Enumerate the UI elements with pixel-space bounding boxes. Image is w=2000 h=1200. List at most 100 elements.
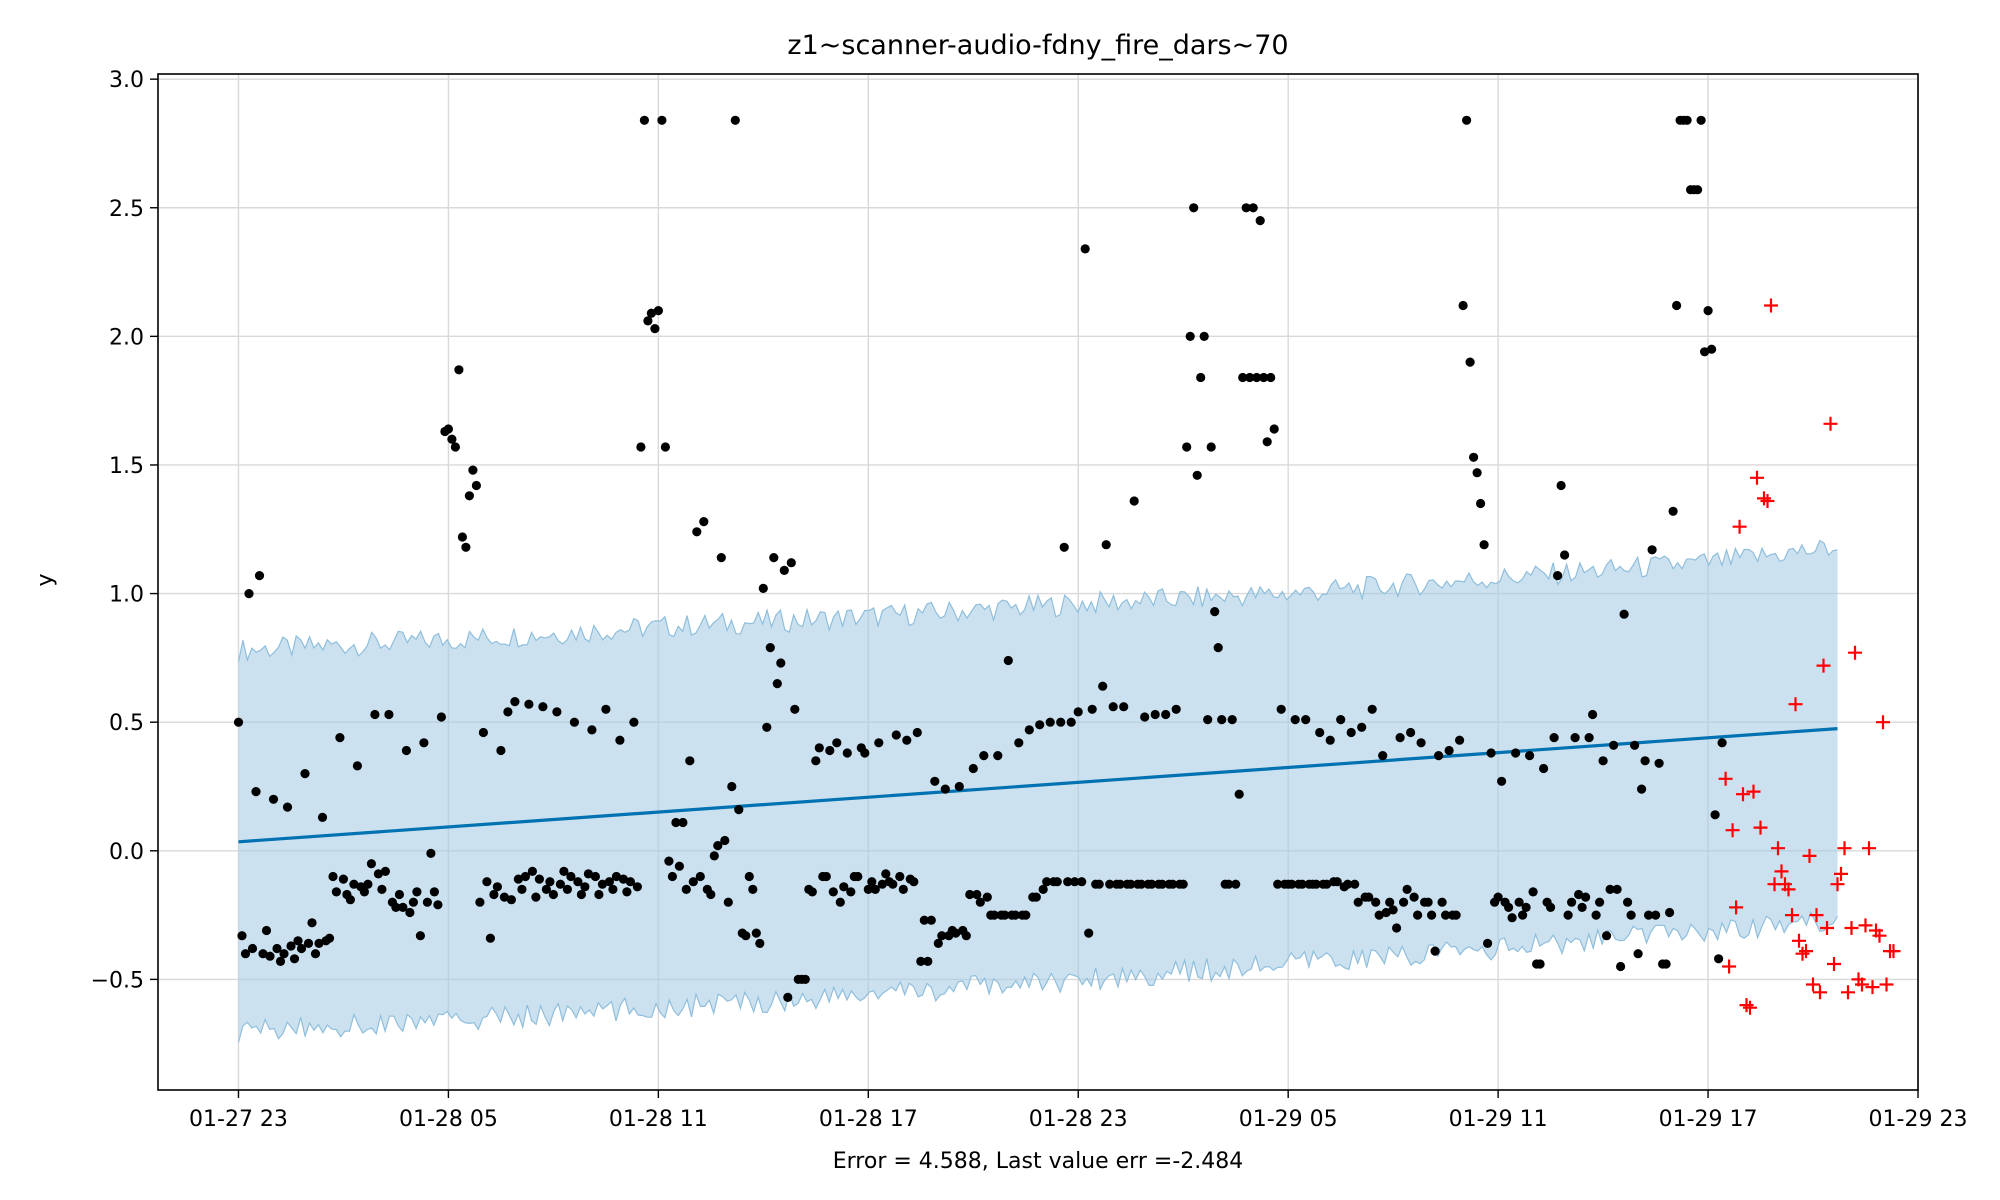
observed-point: [835, 897, 845, 907]
observed-point: [800, 974, 810, 985]
x-tick-label: 01-29 17: [1659, 1107, 1758, 1132]
future-point: [1879, 977, 1894, 992]
observed-point: [254, 571, 265, 581]
observed-point: [1098, 681, 1108, 691]
observed-point: [545, 877, 555, 887]
observed-point: [513, 874, 524, 884]
observed-point: [1546, 902, 1556, 913]
observed-point: [1262, 437, 1272, 447]
observed-point: [1385, 897, 1395, 907]
band-upper-edge: [237, 539, 1838, 663]
observed-point: [772, 679, 782, 689]
future-point: [1795, 946, 1810, 961]
observed-point: [734, 805, 744, 815]
observed-point: [1595, 897, 1605, 907]
observed-point: [954, 781, 964, 792]
observed-point: [699, 517, 709, 527]
observed-point: [1301, 715, 1311, 725]
x-tick-label: 01-28 11: [609, 1107, 708, 1132]
observed-point: [1343, 879, 1353, 889]
y-axis-ticks: −0.5 0.0 0.5 1.0 1.5 2.0 2.5 3.0: [91, 68, 158, 993]
observed-point: [1031, 892, 1041, 902]
observed-point: [244, 589, 254, 599]
observed-point: [1486, 748, 1496, 758]
observed-point: [1465, 357, 1475, 367]
observed-point: [324, 933, 335, 943]
observed-point: [1458, 300, 1468, 311]
observed-point: [653, 306, 664, 316]
observed-point: [1619, 609, 1629, 619]
observed-point: [1581, 892, 1591, 902]
observed-point: [1213, 643, 1223, 653]
future-point: [1771, 841, 1785, 856]
future-point: [1785, 908, 1799, 923]
observed-point: [1252, 372, 1262, 383]
observed-point: [632, 882, 643, 892]
future-point: [1739, 998, 1754, 1013]
future-point: [1862, 841, 1876, 856]
future-point: [1820, 921, 1834, 935]
observed-point: [482, 877, 492, 887]
observed-point: [1483, 938, 1493, 949]
future-point: [1855, 977, 1869, 992]
observed-point: [1563, 910, 1573, 920]
observed-point: [370, 709, 380, 720]
observed-point: [520, 871, 531, 882]
observed-point: [1567, 897, 1577, 907]
observed-point: [1227, 715, 1237, 725]
observed-point: [1248, 203, 1258, 213]
observed-point: [625, 877, 636, 887]
observed-point: [562, 884, 573, 895]
observed-point: [1245, 372, 1255, 383]
observed-point: [1392, 923, 1402, 933]
observed-point: [1560, 550, 1570, 560]
observed-point: [415, 931, 425, 941]
observed-point: [846, 887, 856, 897]
observed-point: [1171, 704, 1181, 714]
observed-point: [1507, 913, 1517, 923]
observed-point: [681, 884, 691, 895]
observed-point: [443, 424, 453, 434]
observed-point: [1266, 372, 1276, 383]
observed-point: [1084, 928, 1094, 938]
future-point: [1802, 848, 1817, 863]
observed-point: [468, 465, 478, 475]
observed-point: [268, 794, 279, 804]
observed-point: [1021, 910, 1031, 920]
observed-point: [1178, 879, 1188, 889]
x-tick-label: 01-27 23: [189, 1107, 288, 1132]
observed-point: [478, 727, 488, 738]
future-point: [1799, 944, 1813, 959]
observed-point: [1528, 887, 1538, 897]
observed-point: [706, 889, 716, 900]
observed-point: [1497, 776, 1507, 786]
band-lower-edge: [237, 910, 1839, 1043]
observed-point: [1101, 540, 1111, 550]
observed-point: [1010, 910, 1020, 920]
observed-point: [758, 583, 768, 594]
observed-point: [265, 951, 275, 961]
observed-point: [303, 938, 314, 949]
observed-point: [272, 943, 282, 954]
observed-point: [307, 918, 317, 928]
observed-point: [373, 869, 383, 879]
observed-point: [391, 902, 401, 913]
observed-point: [377, 884, 387, 895]
observed-point: [1682, 115, 1692, 125]
observed-point: [923, 956, 933, 967]
observed-point: [314, 938, 324, 949]
observed-point: [1182, 442, 1192, 452]
observed-point: [751, 928, 761, 938]
observed-point: [1269, 424, 1279, 434]
future-points: [1718, 298, 1901, 1015]
observed-point: [716, 553, 726, 563]
observed-point: [1052, 877, 1062, 887]
future-point: [1729, 900, 1744, 915]
observed-point: [279, 949, 289, 959]
future-point: [1886, 944, 1901, 959]
observed-point: [1626, 910, 1636, 920]
observed-point: [1350, 879, 1360, 889]
observed-point: [1661, 959, 1671, 969]
observed-point: [328, 871, 338, 882]
observed-point: [867, 877, 877, 887]
